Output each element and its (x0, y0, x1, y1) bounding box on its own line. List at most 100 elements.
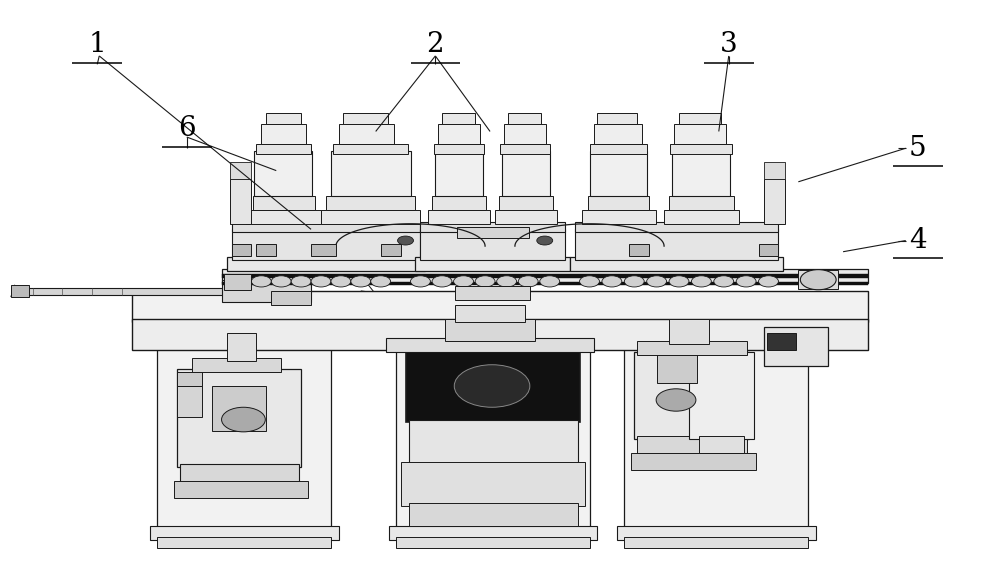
Circle shape (518, 276, 538, 287)
Circle shape (475, 276, 495, 287)
Bar (570, 257, 783, 271)
Circle shape (540, 276, 560, 287)
Bar (177, 386, 202, 417)
Circle shape (800, 270, 836, 290)
Bar (381, 245, 401, 255)
Bar (132, 319, 868, 350)
Circle shape (580, 276, 599, 287)
Circle shape (251, 276, 271, 287)
Bar (11, 285, 29, 297)
Bar (669, 196, 734, 210)
Circle shape (537, 236, 553, 245)
Bar (624, 344, 808, 529)
Bar (674, 124, 726, 144)
Circle shape (714, 276, 734, 287)
Bar (798, 270, 838, 289)
Bar (227, 257, 425, 271)
Bar (230, 162, 251, 179)
Circle shape (398, 236, 413, 245)
Bar (508, 113, 541, 124)
Bar (246, 210, 321, 224)
Circle shape (371, 276, 391, 287)
Bar (764, 327, 828, 367)
Bar (434, 144, 484, 154)
Bar (261, 124, 306, 144)
Circle shape (222, 407, 265, 432)
Bar (637, 436, 747, 456)
Bar (428, 210, 490, 224)
Circle shape (624, 276, 644, 287)
Bar (401, 462, 585, 506)
Bar (254, 151, 312, 196)
Bar (409, 420, 578, 464)
Bar (634, 353, 749, 439)
Bar (232, 229, 420, 260)
Circle shape (691, 276, 711, 287)
Bar (343, 113, 388, 124)
Bar (256, 245, 276, 255)
Text: 5: 5 (909, 134, 926, 162)
Circle shape (736, 276, 756, 287)
Bar (409, 503, 578, 526)
Bar (150, 526, 339, 540)
Bar (767, 333, 796, 350)
Bar (406, 347, 580, 423)
Circle shape (291, 276, 311, 287)
Bar (396, 344, 590, 529)
Bar (331, 151, 411, 196)
Circle shape (647, 276, 667, 287)
Bar (177, 372, 202, 386)
Bar (499, 196, 553, 210)
Circle shape (351, 276, 371, 287)
Bar (664, 210, 739, 224)
Bar (445, 319, 535, 341)
Bar (253, 196, 315, 210)
Bar (18, 288, 306, 295)
Bar (157, 537, 331, 548)
Bar (386, 338, 594, 353)
Bar (435, 151, 483, 196)
Bar (502, 151, 550, 196)
Bar (575, 222, 778, 232)
Bar (157, 344, 331, 529)
Bar (420, 229, 565, 260)
Bar (326, 196, 415, 210)
Bar (174, 481, 308, 498)
Bar (504, 124, 546, 144)
Bar (629, 245, 649, 255)
Bar (420, 222, 565, 232)
Circle shape (497, 276, 517, 287)
Bar (212, 386, 266, 431)
Bar (396, 537, 590, 548)
Bar (311, 245, 336, 255)
Bar (575, 229, 778, 260)
Text: 6: 6 (178, 115, 196, 142)
Circle shape (410, 276, 430, 287)
Bar (455, 286, 530, 301)
Bar (415, 257, 570, 271)
Bar (333, 144, 408, 154)
Text: 4: 4 (909, 227, 926, 254)
Bar (222, 268, 868, 282)
Bar (192, 358, 281, 372)
Bar (669, 319, 709, 344)
Bar (764, 162, 785, 179)
Circle shape (759, 276, 778, 287)
Bar (764, 179, 785, 224)
Circle shape (432, 276, 452, 287)
Circle shape (656, 389, 696, 411)
Bar (222, 282, 868, 285)
Bar (679, 113, 721, 124)
Bar (132, 291, 868, 321)
Bar (657, 350, 697, 383)
Text: 1: 1 (88, 31, 106, 58)
Bar (256, 144, 311, 154)
Bar (232, 222, 420, 232)
Bar (222, 274, 868, 278)
Circle shape (311, 276, 331, 287)
Bar (271, 291, 311, 305)
Bar (227, 333, 256, 361)
Bar (631, 453, 756, 470)
Bar (590, 144, 647, 154)
Bar (495, 210, 557, 224)
